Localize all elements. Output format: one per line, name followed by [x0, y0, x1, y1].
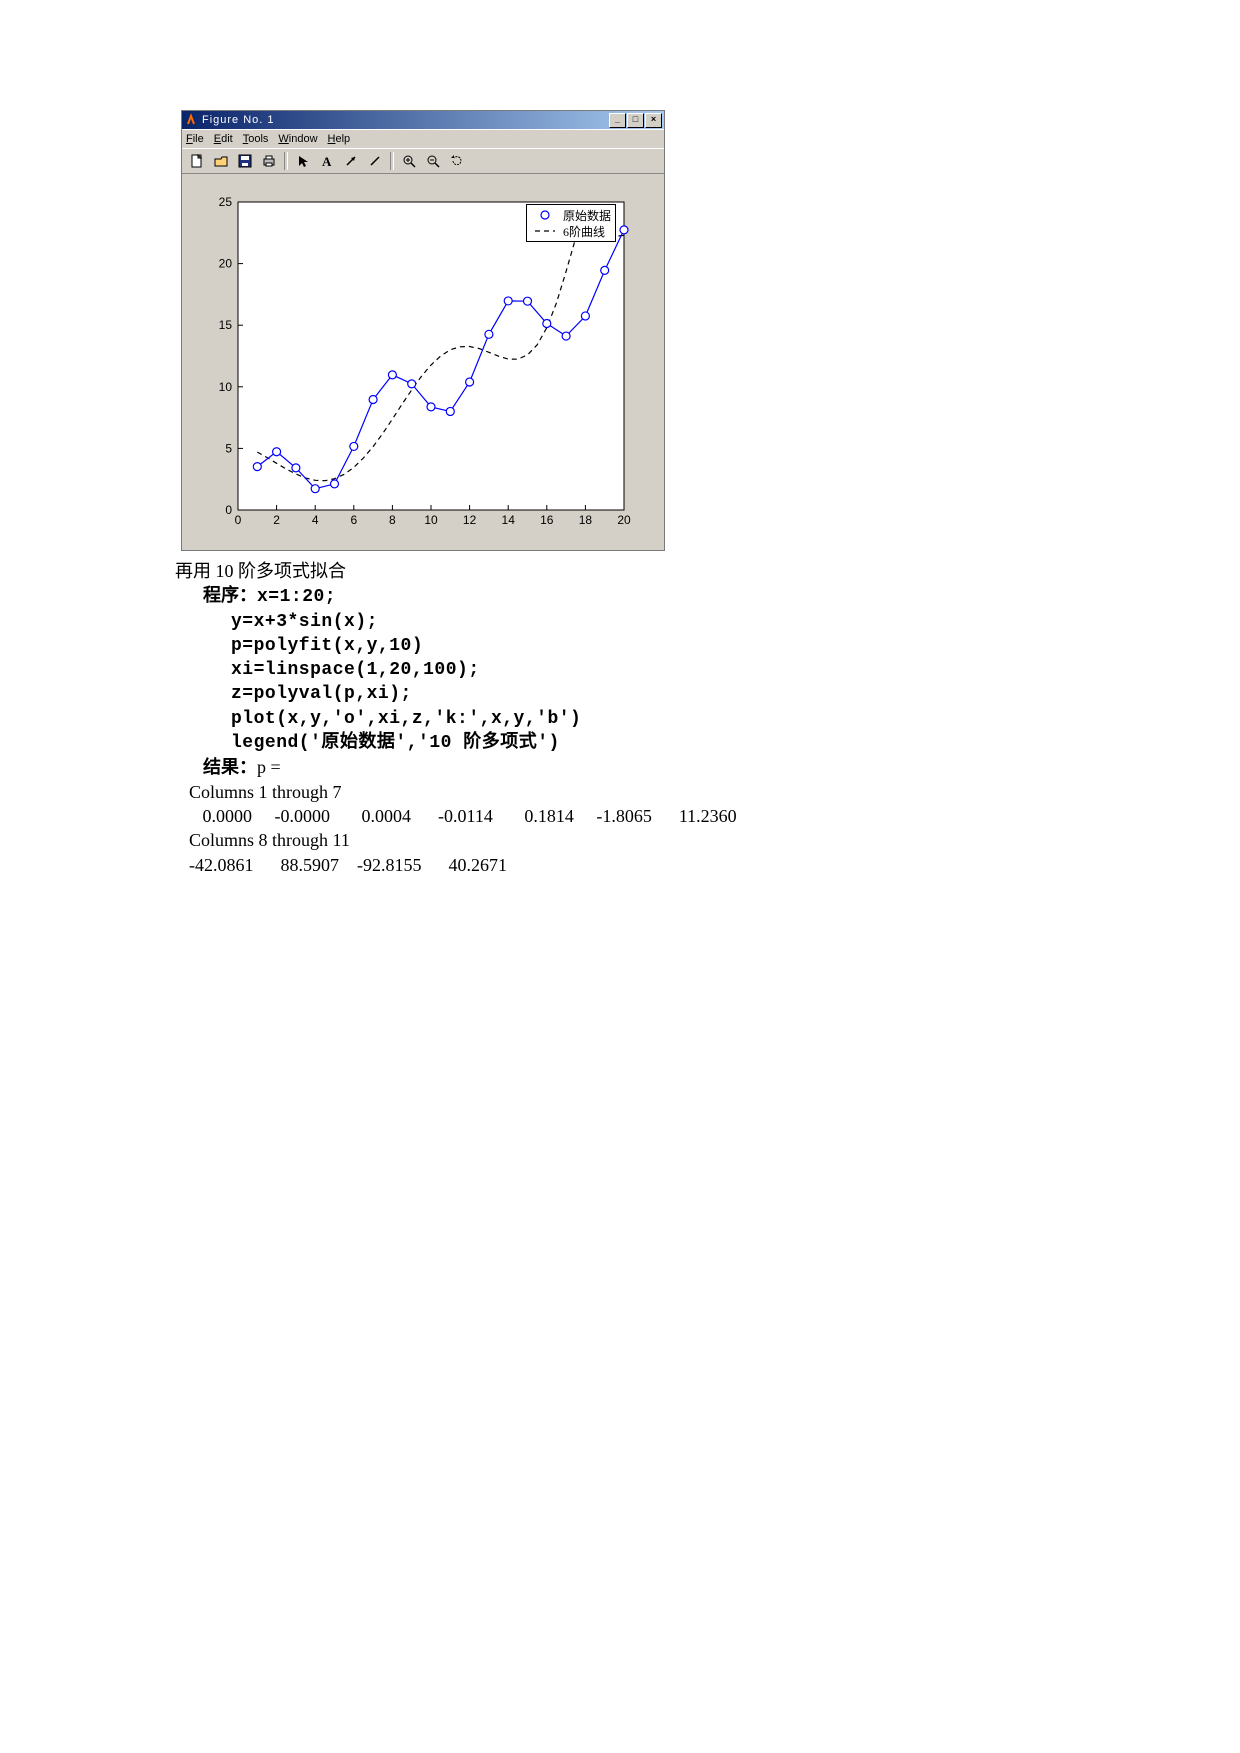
- svg-text:10: 10: [424, 513, 438, 527]
- svg-text:8: 8: [389, 513, 396, 527]
- arrow-icon[interactable]: [292, 150, 314, 172]
- code-line-1: y=x+3*sin(x);: [175, 610, 1065, 634]
- legend-row-fit: 6阶曲线: [531, 223, 611, 239]
- svg-text:25: 25: [219, 195, 233, 209]
- program-label: 程序：: [203, 585, 257, 605]
- save-icon[interactable]: [234, 150, 256, 172]
- code-line-2: p=polyfit(x,y,10): [175, 634, 1065, 658]
- zoomin-icon[interactable]: [398, 150, 420, 172]
- code-line-4: z=polyval(p,xi);: [175, 682, 1065, 706]
- app-icon: [184, 113, 198, 127]
- window-controls: _ □ ×: [609, 113, 662, 128]
- row-1: 0.0000 -0.0000 0.0004 -0.0114 0.1814 -1.…: [189, 804, 1065, 828]
- row-2: -42.0861 88.5907 -92.8155 40.2671: [189, 853, 1065, 877]
- body-text: 再用 10 阶多项式拟合 程序：x=1:20; y=x+3*sin(x); p=…: [175, 559, 1065, 877]
- line-icon[interactable]: [364, 150, 386, 172]
- cols-1-7: Columns 1 through 7: [189, 780, 1065, 804]
- legend-row-raw: 原始数据: [531, 207, 611, 223]
- code-line-5: plot(x,y,'o',xi,z,'k:',x,y,'b'): [175, 707, 1065, 731]
- rotate-icon[interactable]: [446, 150, 468, 172]
- plot-area: 0 2 4 6 8 10 12 14 16 18 20 0 5 10 15 20 25 原始数据 6阶曲线: [182, 174, 664, 550]
- chart-axes: 0 2 4 6 8 10 12 14 16 18 20 0 5 10 15 20 25: [198, 192, 638, 536]
- menu-edit[interactable]: Edit: [214, 133, 233, 145]
- new-icon[interactable]: [186, 150, 208, 172]
- cols-8-11: Columns 8 through 11: [189, 828, 1065, 852]
- code-line-6: legend('原始数据','10 阶多项式'): [175, 731, 1065, 755]
- menu-file[interactable]: File: [186, 133, 204, 145]
- line-intro: 再用 10 阶多项式拟合: [175, 559, 1065, 583]
- code-line-0: x=1:20;: [257, 587, 336, 607]
- results-block: Columns 1 through 7 0.0000 -0.0000 0.000…: [175, 780, 1065, 877]
- svg-text:14: 14: [502, 513, 516, 527]
- code-line-3: xi=linspace(1,20,100);: [175, 658, 1065, 682]
- minimize-button[interactable]: _: [609, 113, 626, 128]
- text-A-icon[interactable]: A: [316, 150, 338, 172]
- nearrow-icon[interactable]: [340, 150, 362, 172]
- legend-label-fit: 6阶曲线: [563, 223, 605, 240]
- svg-text:6: 6: [350, 513, 357, 527]
- legend-marker-circle-icon: [531, 209, 559, 221]
- svg-text:A: A: [322, 154, 332, 169]
- close-button[interactable]: ×: [645, 113, 662, 128]
- open-icon[interactable]: [210, 150, 232, 172]
- title-bar: Figure No. 1 _ □ ×: [182, 111, 664, 129]
- menu-help[interactable]: Help: [328, 133, 351, 145]
- toolbar: A: [182, 148, 664, 174]
- toolbar-sep-2: [390, 152, 394, 170]
- window-title: Figure No. 1: [202, 114, 609, 126]
- svg-text:5: 5: [225, 441, 232, 455]
- svg-text:18: 18: [579, 513, 593, 527]
- svg-text:10: 10: [219, 380, 233, 394]
- menu-window[interactable]: Window: [278, 133, 317, 145]
- svg-text:12: 12: [463, 513, 477, 527]
- result-p: p =: [257, 757, 281, 777]
- svg-text:2: 2: [273, 513, 280, 527]
- svg-text:0: 0: [235, 513, 242, 527]
- maximize-button[interactable]: □: [627, 113, 644, 128]
- program-line: 程序：x=1:20;: [175, 583, 1065, 609]
- toolbar-sep-1: [284, 152, 288, 170]
- legend-label-raw: 原始数据: [563, 207, 611, 224]
- svg-text:20: 20: [617, 513, 631, 527]
- print-icon[interactable]: [258, 150, 280, 172]
- matlab-figure-window: Figure No. 1 _ □ × File Edit Tools Windo…: [181, 110, 665, 551]
- zoomout-icon[interactable]: [422, 150, 444, 172]
- menu-tools[interactable]: Tools: [243, 133, 269, 145]
- svg-text:16: 16: [540, 513, 554, 527]
- legend-dash-icon: [531, 225, 559, 237]
- svg-text:4: 4: [312, 513, 319, 527]
- axes-wrap: 0 2 4 6 8 10 12 14 16 18 20 0 5 10 15 20 25 原始数据 6阶曲线: [198, 192, 638, 536]
- menu-bar: File Edit Tools Window Help: [182, 129, 664, 148]
- chart-legend: 原始数据 6阶曲线: [526, 204, 616, 242]
- svg-text:20: 20: [219, 257, 233, 271]
- result-line: 结果：p =: [175, 755, 1065, 779]
- svg-text:0: 0: [225, 503, 232, 517]
- result-label: 结果：: [203, 757, 257, 777]
- svg-text:15: 15: [219, 318, 233, 332]
